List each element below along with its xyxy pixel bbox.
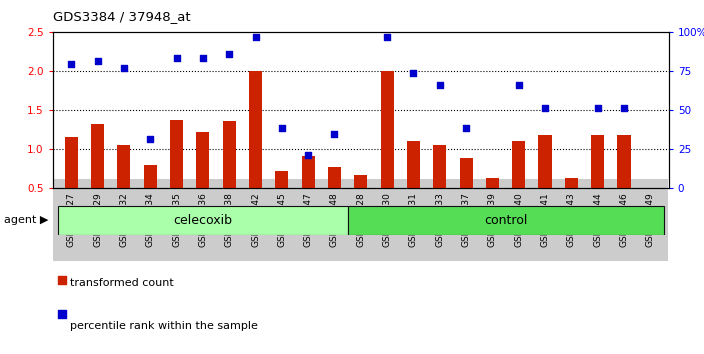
Point [513,82,524,88]
Bar [170,120,183,227]
Bar [328,167,341,227]
Bar [222,121,236,227]
Point [382,34,393,39]
Bar [617,136,631,227]
Point [539,105,551,111]
Point [645,216,656,222]
Point [460,126,472,131]
Bar [460,158,472,227]
Bar [565,178,578,227]
Bar [118,145,130,227]
Point [434,82,446,88]
Bar [407,141,420,227]
Bar [486,178,499,227]
Bar [591,135,604,227]
Bar [348,206,664,235]
Point [250,34,261,39]
Point [224,51,235,57]
Text: percentile rank within the sample: percentile rank within the sample [70,321,258,331]
Bar [539,136,552,227]
Point [92,59,103,64]
Bar [643,188,657,227]
Point [118,65,130,71]
Point [592,105,603,111]
Point [408,70,419,76]
Point [197,55,208,61]
Bar [249,71,262,227]
Bar [301,156,315,227]
Point [303,152,314,158]
Point [355,209,366,215]
Point [171,55,182,61]
Point [618,105,629,111]
Bar [275,171,289,227]
Point [329,131,340,137]
Text: transformed count: transformed count [70,278,174,288]
Point [486,208,498,214]
Bar [381,71,394,227]
Text: celecoxib: celecoxib [173,214,232,227]
Bar [513,141,525,227]
Point [566,207,577,212]
Text: GDS3384 / 37948_at: GDS3384 / 37948_at [53,10,190,23]
Bar [196,132,209,227]
Text: agent ▶: agent ▶ [4,215,48,225]
Point [136,96,147,102]
Bar [354,175,367,227]
Point [144,137,156,142]
Bar [433,145,446,227]
Bar [58,206,348,235]
Bar [65,137,78,227]
Bar [91,124,104,227]
Point [65,61,77,67]
Bar [144,165,157,227]
Point [276,125,287,131]
Text: control: control [484,214,527,227]
